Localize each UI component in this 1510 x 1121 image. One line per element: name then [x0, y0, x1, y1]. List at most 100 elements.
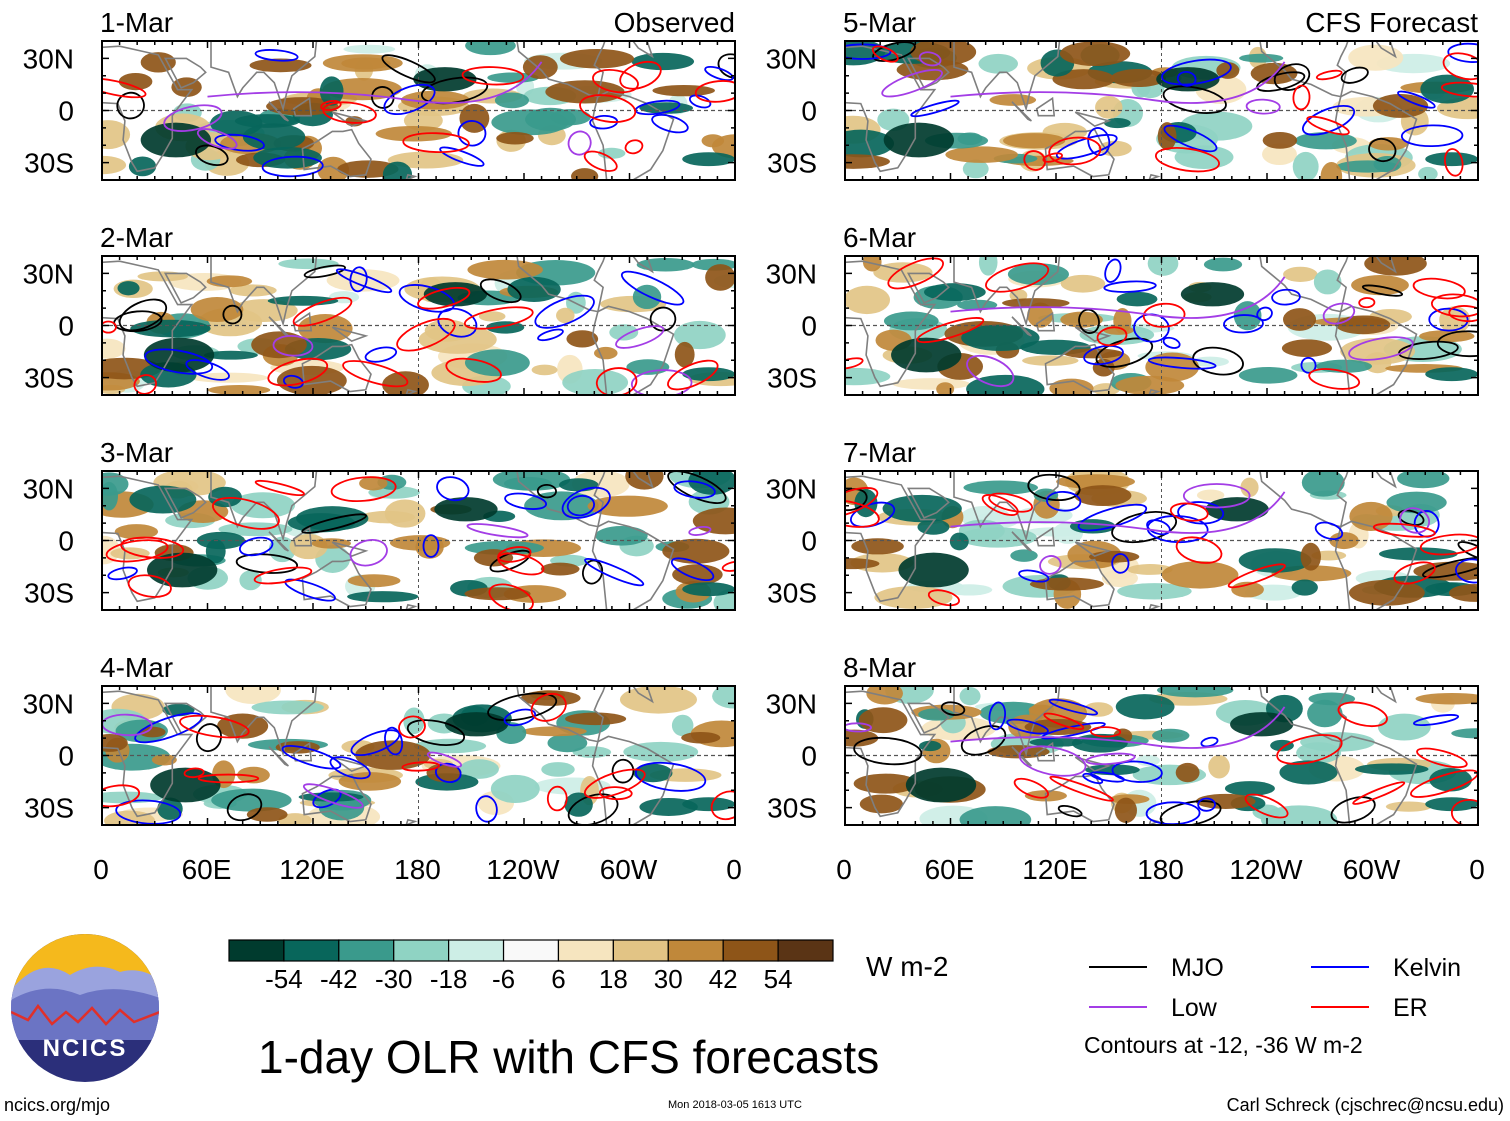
olr-anomaly-cell: [375, 125, 453, 142]
olr-anomaly-cell: [1230, 712, 1294, 737]
olr-anomaly-cell: [129, 485, 197, 514]
mjo-contour: [226, 793, 263, 822]
olr-anomaly-cell: [673, 320, 726, 350]
olr-anomaly-cell: [490, 774, 540, 804]
coastline: [405, 603, 418, 610]
y-tick-label: 30N: [766, 258, 817, 289]
low-contour: [466, 523, 529, 539]
coastline: [631, 41, 654, 59]
x-tick-label: 180: [394, 854, 441, 885]
coastline: [405, 818, 418, 825]
kelvin-contour: [1083, 344, 1124, 366]
olr-anomaly-cell: [140, 52, 176, 73]
er-contour: [1043, 712, 1085, 730]
low-contour: [615, 325, 665, 349]
mjo-contour: [940, 701, 966, 716]
olr-anomaly-cell: [564, 792, 593, 817]
olr-anomaly-cell: [1300, 542, 1321, 571]
logo-wave: [11, 1003, 159, 1026]
mjo-contour: [872, 41, 916, 62]
panel-2-Mar: 30N 0 30S 2-Mar: [23, 222, 736, 396]
kelvin-contour: [281, 745, 342, 770]
olr-anomaly-cell: [565, 712, 627, 726]
olr-anomaly-cell: [382, 161, 413, 180]
er-contour: [1244, 793, 1289, 819]
mjo-contour: [301, 513, 368, 534]
ncics-logo: NCICS: [11, 934, 159, 1082]
olr-anomaly-cell: [203, 350, 258, 360]
kelvin-contour: [850, 501, 896, 528]
olr-anomaly-cell: [424, 319, 470, 342]
low-contour: [567, 130, 592, 156]
olr-anomaly-cell: [845, 129, 895, 158]
olr-anomaly-cell: [531, 364, 558, 376]
olr-anomaly-cell: [892, 378, 970, 390]
y-tick-label: 30N: [766, 688, 817, 719]
er-contour: [1292, 84, 1311, 111]
low-contour: [688, 525, 712, 536]
kelvin-contour: [398, 284, 456, 313]
kelvin-contour: [1447, 42, 1478, 63]
olr-anomaly-cell: [1060, 311, 1103, 328]
coastline: [591, 735, 675, 825]
mjo-contour: [303, 264, 347, 279]
y-tick-label: 30N: [23, 688, 74, 719]
kelvin-contour: [1271, 288, 1301, 306]
y-tick-label: 0: [58, 311, 74, 342]
low-contour: [845, 722, 873, 733]
coastline: [631, 256, 654, 274]
mjo-contour: [1111, 511, 1178, 544]
er-contour: [254, 479, 305, 497]
kelvin-contour: [115, 799, 182, 825]
kelvin-contour: [504, 492, 548, 510]
colorbar-bin: [228, 939, 285, 962]
coastline: [102, 260, 194, 388]
olr-anomaly-cell: [459, 759, 499, 779]
er-contour: [845, 357, 864, 370]
kelvin-contour: [1177, 501, 1225, 525]
olr-anomaly-cell: [249, 58, 312, 73]
y-tick-label: 30S: [24, 363, 74, 394]
olr-anomaly-cell: [465, 41, 516, 56]
y-tick-label: 30N: [23, 473, 74, 504]
coastline: [1148, 388, 1161, 395]
mjo-contour: [717, 53, 735, 79]
x-tick-label: 60E: [925, 854, 975, 885]
low-contour: [426, 751, 463, 768]
olr-anomaly-cell: [522, 726, 587, 737]
olr-anomaly-cell: [211, 788, 292, 812]
olr-anomaly-cell: [1195, 793, 1256, 809]
coastline: [301, 773, 372, 823]
mjo-contour: [853, 736, 923, 766]
er-contour: [546, 785, 568, 812]
coastline: [845, 475, 937, 603]
olr-anomaly-cell: [1425, 152, 1478, 167]
kelvin-contour: [1161, 58, 1232, 86]
olr-anomaly-cell: [1238, 367, 1298, 384]
coastline: [405, 388, 418, 395]
mjo-contour: [1057, 805, 1083, 818]
coastline: [631, 471, 654, 489]
kelvin-contour: [670, 557, 715, 582]
er-contour: [887, 257, 944, 290]
panel-6-Mar: 30N 0 30S 6-Mar: [766, 222, 1479, 396]
panel-ticks: [101, 40, 736, 181]
coastline: [906, 702, 950, 734]
olr-anomaly-cell: [1056, 474, 1135, 490]
kelvin-contour: [1455, 558, 1478, 584]
logo-text: NCICS: [43, 1035, 128, 1062]
olr-anomaly-cell: [682, 152, 735, 167]
coastline: [591, 520, 675, 610]
olr-anomaly-cell: [1196, 489, 1225, 501]
er-contour: [342, 360, 409, 388]
coastline: [102, 690, 194, 818]
x-tick-label: 120E: [279, 854, 344, 885]
olr-anomaly-cell: [1238, 548, 1312, 573]
olr-anomaly-cell: [587, 495, 668, 517]
low-contour: [950, 61, 1286, 104]
low-contour: [302, 783, 364, 809]
low-contour: [207, 61, 543, 104]
kelvin-contour: [584, 557, 645, 587]
x-tick-label: 0: [836, 854, 852, 885]
